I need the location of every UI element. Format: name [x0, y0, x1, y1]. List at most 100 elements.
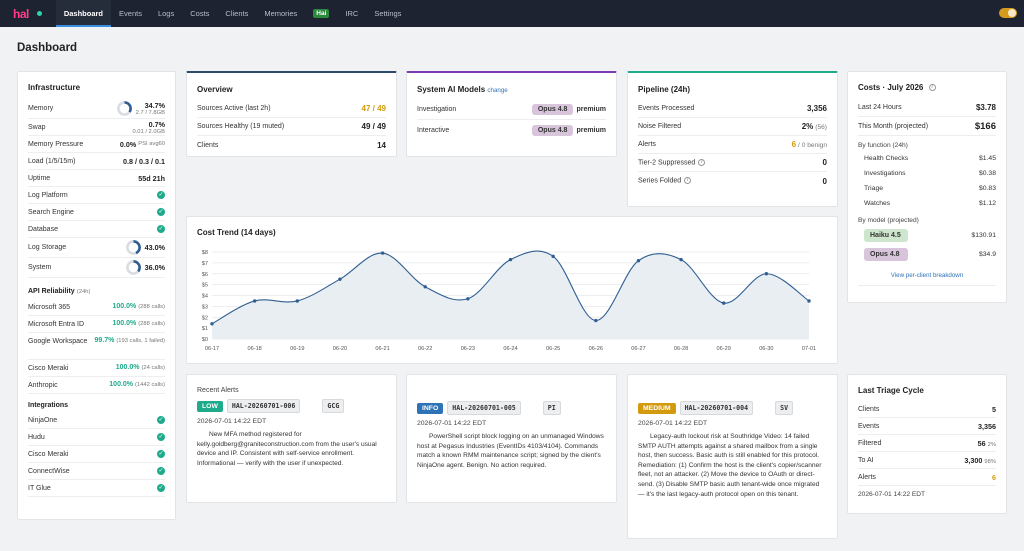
model-pill[interactable]: Opus 4.8: [531, 124, 574, 136]
infra-row: Log Platform ✓: [28, 187, 165, 204]
api-row: Microsoft 365 100.0% (288 calls): [28, 299, 165, 316]
pipeline-card: Pipeline (24h) Events Processed 3,356 Nois…: [627, 71, 838, 207]
x-tick-label: 06-19: [290, 346, 304, 352]
api-label: Microsoft 365: [28, 303, 71, 311]
alert-id[interactable]: HAL-20260701-004: [679, 401, 754, 415]
integration-row: Hudu ✓: [28, 429, 165, 446]
nav-settings[interactable]: Settings: [366, 0, 409, 27]
nav-logs[interactable]: Logs: [150, 0, 182, 27]
infra-label: Load (1/5/15m): [28, 157, 76, 165]
pipeline-label: Series Folded i: [638, 177, 692, 185]
data-point: [210, 322, 214, 326]
function-cost-row: Health Checks $1.45: [858, 151, 996, 166]
alert-text: Legacy-auth lockout risk at Southridge V…: [638, 433, 822, 498]
nav-events[interactable]: Events: [111, 0, 150, 27]
alert-id[interactable]: HAL-20260701-006: [226, 399, 301, 413]
triage-label: Alerts: [858, 473, 876, 481]
nav-memories[interactable]: Memories: [256, 0, 305, 27]
cost-label: Last 24 Hours: [858, 103, 902, 111]
alert-id[interactable]: HAL-20260701-005: [447, 401, 521, 415]
triage-value-wrap: 56 2%: [978, 439, 996, 448]
pipeline-label: Alerts: [638, 141, 656, 148]
y-tick-label: $0: [202, 337, 208, 343]
infra-row: Database ✓: [28, 221, 165, 238]
nav-hai[interactable]: Hai: [305, 0, 337, 27]
nav-clients[interactable]: Clients: [217, 0, 256, 27]
nav-irc[interactable]: IRC: [337, 0, 366, 27]
triage-sub: 98%: [984, 458, 996, 465]
triage-value: 3,356: [978, 421, 996, 431]
nav-label: Memories: [264, 9, 298, 18]
triage-row: Alerts 6: [858, 469, 996, 486]
change-models-link[interactable]: change: [487, 87, 508, 94]
client-code[interactable]: SV: [775, 401, 794, 415]
infra-label: Database: [28, 225, 58, 233]
x-tick-label: 06-17: [205, 346, 219, 352]
cost-row: Last 24 Hours $3.78: [858, 98, 996, 117]
theme-toggle[interactable]: [999, 8, 1017, 18]
triage-label: Events: [858, 422, 880, 430]
infra-row: Load (1/5/15m) 0.8 / 0.3 / 0.1: [28, 153, 165, 170]
api-pct: 100.0%: [115, 364, 140, 371]
model-label: Investigation: [417, 106, 457, 113]
y-tick-label: $7: [202, 261, 208, 267]
api-label: Anthropic: [28, 381, 58, 389]
triage-label: Clients: [858, 405, 880, 413]
overview-row: Sources Healthy (19 muted) 49 / 49: [197, 118, 386, 136]
data-point: [508, 257, 513, 262]
client-code[interactable]: PI: [542, 401, 561, 415]
triage-row: To AI 3,300 98%: [858, 452, 996, 469]
triage-label: To AI: [858, 456, 874, 464]
api-sub: (24h): [76, 289, 91, 295]
data-point: [551, 254, 555, 259]
usage-ring-icon: [125, 260, 141, 275]
infra-row: Memory 34.7% 2.7 / 7.8GB: [28, 99, 165, 119]
model-value-wrap: Opus 4.8 premium: [531, 124, 606, 136]
info-icon[interactable]: i: [928, 84, 936, 92]
check-icon: ✓: [157, 467, 165, 475]
integration-row: NinjaOne ✓: [28, 412, 165, 429]
overview-label: Clients: [197, 141, 219, 149]
nav-dashboard[interactable]: Dashboard: [55, 0, 112, 27]
infra-value-wrap: 36.0%: [125, 260, 165, 275]
client-code[interactable]: GCG: [322, 399, 345, 413]
model-pill[interactable]: Opus 4.8: [531, 104, 574, 115]
data-point: [295, 299, 299, 303]
api-calls: (288 calls): [138, 304, 165, 310]
infra-label: Memory Pressure: [28, 140, 84, 148]
model-label: Interactive: [417, 126, 450, 134]
infra-label: Log Storage: [28, 244, 67, 251]
info-icon[interactable]: i: [684, 177, 692, 185]
triage-row: Events 3,356: [858, 418, 996, 435]
data-point: [764, 272, 769, 276]
overview-value: 14: [377, 140, 386, 150]
info-icon[interactable]: i: [698, 158, 706, 166]
alert-time: 2026-07-01 14:22 EDT: [638, 420, 708, 427]
cost-trend-title: Cost Trend (14 days): [197, 228, 276, 237]
check-icon: ✓: [157, 225, 165, 233]
overview-card: Overview Sources Active (last 2h) 47 / 49…: [186, 71, 397, 157]
cost-value: $3.78: [975, 102, 996, 112]
app-logo[interactable]: hal: [13, 6, 29, 21]
pipeline-sub: (56): [815, 124, 827, 131]
integration-row: Cisco Meraki ✓: [28, 446, 165, 463]
alert-header: LOW HAL-20260701-006 GCG: [197, 399, 386, 413]
pipeline-value: 2%: [801, 122, 814, 131]
severity-badge: MEDIUM: [638, 402, 676, 414]
main-nav: Dashboard Events Logs Costs Clients Memo…: [55, 0, 410, 27]
check-icon: ✓: [157, 208, 165, 216]
pipeline-value: 0: [822, 176, 827, 186]
triage-value-wrap: 5: [992, 405, 996, 414]
infra-value: 0.7%: [148, 119, 165, 129]
nav-costs[interactable]: Costs: [182, 0, 217, 27]
nav-label: Clients: [225, 9, 249, 18]
model-cost-pill: Haiku 4.5: [864, 229, 908, 242]
data-point: [679, 257, 683, 262]
pipeline-value: 3,356: [806, 104, 827, 113]
costs-card: Costs · July 2026 i Last 24 Hours $3.78 Th…: [847, 71, 1007, 303]
by-function-title: By function (24h): [858, 142, 908, 149]
per-client-breakdown-link[interactable]: View per-client breakdown: [858, 272, 996, 286]
data-point: [380, 251, 385, 255]
x-tick-label: 07-01: [802, 346, 816, 352]
infra-value-wrap: 34.7% 2.7 / 7.8GB: [116, 101, 165, 116]
